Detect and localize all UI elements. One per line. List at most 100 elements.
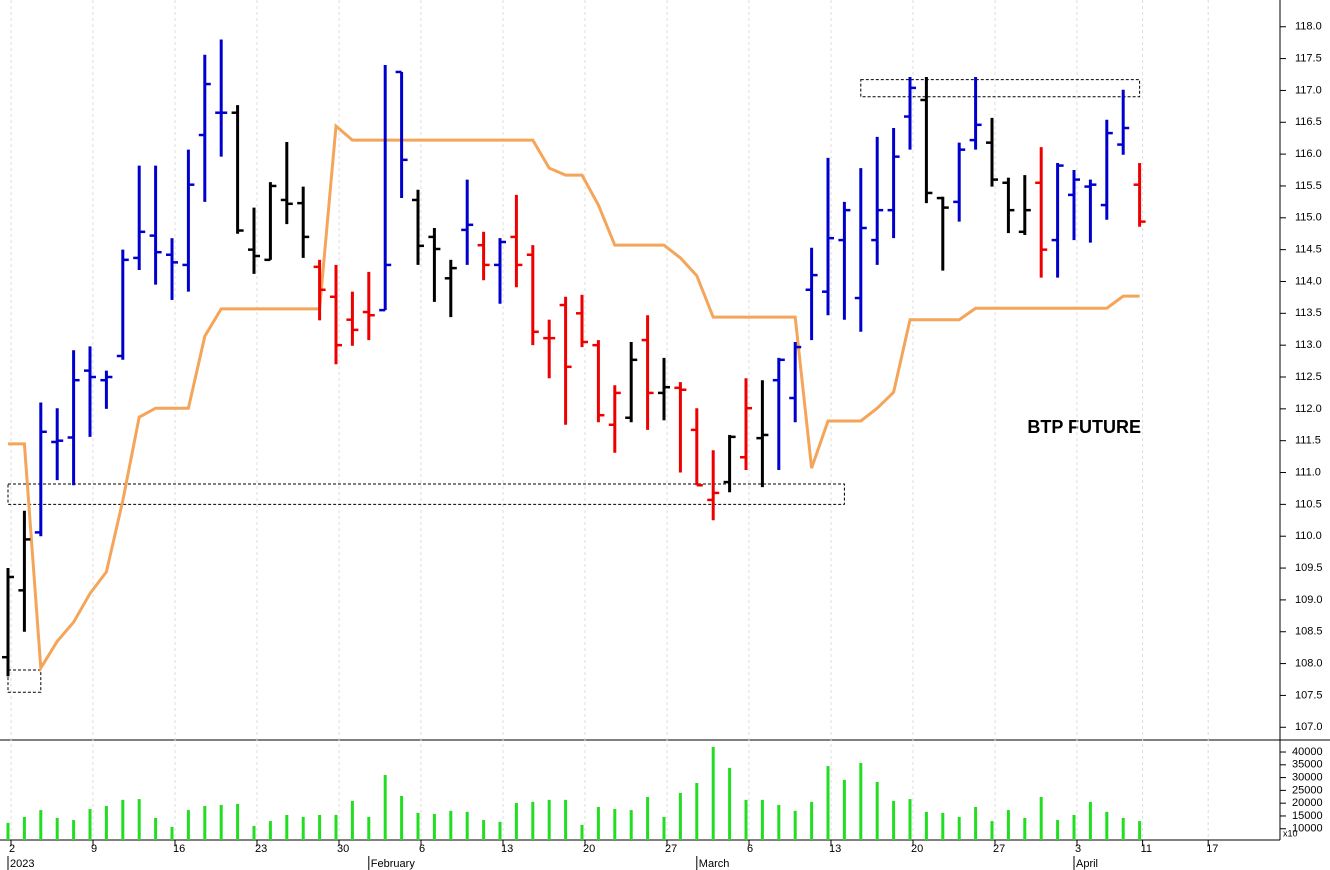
month-label: March — [699, 858, 730, 870]
volume-bar — [908, 799, 912, 840]
volume-bar — [793, 810, 797, 840]
x-tick-label: 9 — [91, 843, 97, 855]
x-tick-label: 6 — [747, 843, 753, 855]
volume-bar — [777, 804, 781, 840]
volume-bar — [121, 799, 125, 840]
volume-bar — [744, 799, 748, 840]
y-tick-label: 115.5 — [1295, 180, 1322, 192]
volume-bar — [580, 824, 584, 840]
volume-bar — [416, 812, 420, 840]
x-tick-label: 13 — [829, 843, 841, 855]
x-tick-label: 23 — [255, 843, 267, 855]
volume-bar — [875, 781, 879, 840]
volume-bar — [711, 746, 715, 840]
volume-bar — [892, 800, 896, 840]
volume-bar — [154, 818, 158, 840]
y-tick-label: 112.5 — [1295, 371, 1322, 383]
x-tick-label: 27 — [665, 843, 677, 855]
x-tick-label: 27 — [993, 843, 1005, 855]
y-tick-label: 109.0 — [1295, 594, 1323, 606]
volume-y-tick-label: 30000 — [1292, 772, 1323, 784]
volume-bar — [22, 816, 26, 840]
volume-bar — [859, 763, 863, 840]
volume-bar — [39, 810, 43, 840]
y-tick-label: 110.0 — [1295, 530, 1322, 542]
x-tick-label: 13 — [501, 843, 513, 855]
volume-bar — [842, 779, 846, 840]
y-tick-label: 113.0 — [1295, 339, 1322, 351]
x-tick-label: 2 — [9, 843, 15, 855]
volume-bar — [1006, 810, 1010, 840]
volume-bar — [1039, 797, 1043, 840]
volume-bar — [564, 799, 568, 840]
zone — [7, 669, 42, 693]
volume-bar — [137, 799, 141, 840]
volume-bar — [186, 810, 190, 840]
volume-y-tick-label: 40000 — [1292, 746, 1323, 758]
volume-bar — [72, 820, 76, 840]
y-tick-label: 111.5 — [1295, 435, 1321, 447]
y-tick-label: 113.5 — [1295, 307, 1322, 319]
volume-y-tick-label: 25000 — [1292, 784, 1323, 796]
volume-bar — [367, 816, 371, 840]
volume-bar — [219, 804, 223, 840]
x-tick-label: 11 — [1141, 843, 1152, 855]
volume-bar — [465, 811, 469, 840]
volume-bar — [1105, 811, 1109, 840]
y-tick-label: 114.5 — [1295, 244, 1322, 256]
volume-bar — [285, 814, 289, 840]
volume-y-tick-label: 10000 — [1292, 823, 1323, 835]
stop-line — [8, 123, 1140, 673]
volume-bar — [957, 816, 961, 840]
volume-bar — [449, 810, 453, 840]
y-tick-label: 115.0 — [1295, 212, 1322, 224]
annotation: BTP FUTURE — [1027, 417, 1141, 437]
volume-bar — [810, 801, 814, 840]
volume-bar — [547, 799, 551, 840]
volume-bar — [383, 775, 387, 840]
zone — [860, 79, 1141, 98]
volume-bar — [596, 807, 600, 840]
y-tick-label: 108.5 — [1295, 626, 1323, 638]
volume-bar — [1088, 801, 1092, 840]
volume-bar — [613, 809, 617, 840]
y-tick-label: 114.0 — [1295, 275, 1322, 287]
y-tick-label: 107.0 — [1295, 721, 1323, 733]
y-tick-label: 112.0 — [1295, 403, 1322, 415]
volume-bar — [941, 812, 945, 840]
volume-bar — [400, 796, 404, 840]
month-label: 2023 — [10, 858, 34, 870]
volume-bar — [334, 814, 338, 840]
volume-bar — [1056, 820, 1060, 840]
month-label: April — [1076, 858, 1098, 870]
volume-bar — [826, 766, 830, 840]
y-tick-label: 116.5 — [1295, 116, 1322, 128]
y-tick-label: 116.0 — [1295, 148, 1322, 160]
y-tick-label: 117.5 — [1295, 52, 1322, 64]
volume-bar — [268, 821, 272, 840]
volume-bar — [974, 807, 978, 840]
volume-bar — [350, 800, 354, 840]
volume-bar — [252, 825, 256, 840]
y-tick-label: 110.5 — [1295, 498, 1322, 510]
volume-bar — [646, 797, 650, 840]
y-tick-label: 107.5 — [1295, 689, 1323, 701]
volume-bar — [629, 810, 633, 840]
volume-bar — [662, 816, 666, 840]
volume-bar — [104, 805, 108, 840]
volume-bar — [695, 782, 699, 840]
month-label: February — [371, 858, 416, 870]
volume-bar — [203, 805, 207, 840]
volume-bar — [55, 818, 59, 840]
volume-bar — [1138, 821, 1142, 840]
volume-bar — [1072, 814, 1076, 840]
volume-bar — [924, 811, 928, 840]
x-tick-label: 3 — [1075, 843, 1081, 855]
y-tick-label: 117.0 — [1295, 84, 1322, 96]
volume-bar — [531, 801, 535, 840]
y-tick-label: 111.0 — [1295, 466, 1321, 478]
x-tick-label: 16 — [173, 843, 185, 855]
volume-bar — [301, 816, 305, 840]
volume-y-tick-label: 15000 — [1292, 810, 1323, 822]
x-tick-label: 30 — [337, 843, 349, 855]
